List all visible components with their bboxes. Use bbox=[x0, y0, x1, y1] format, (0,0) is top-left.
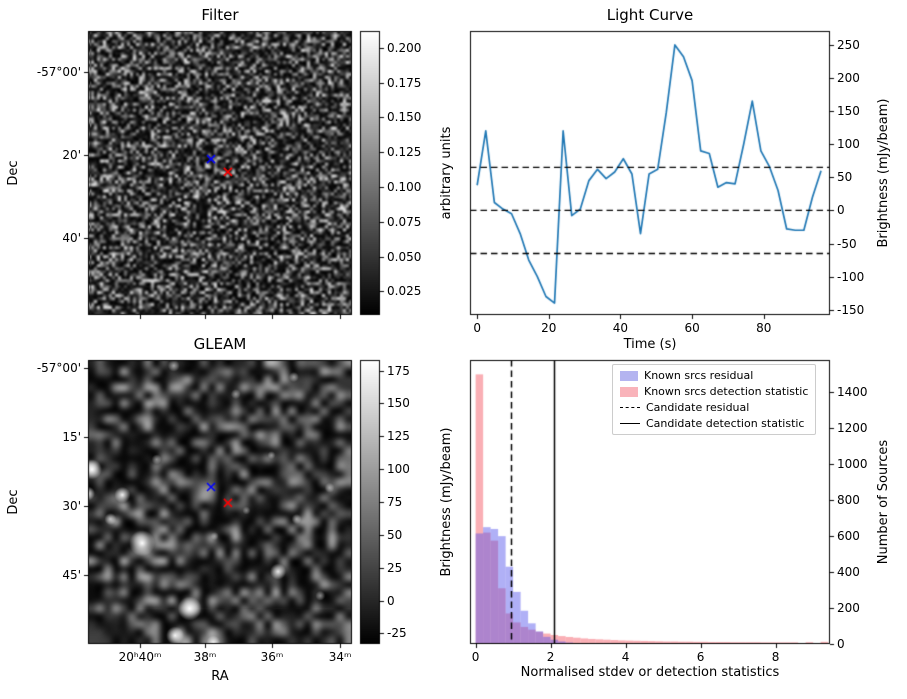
tick-label: 100 bbox=[837, 137, 860, 152]
tick-label: 2 bbox=[546, 650, 555, 664]
tick-label: 25 bbox=[387, 560, 403, 575]
tick-label: 150 bbox=[837, 104, 860, 119]
tick-label: 20 bbox=[541, 321, 557, 335]
tick-label: -57°00' bbox=[36, 64, 81, 79]
tick-label: 250 bbox=[837, 37, 860, 52]
tick-label: 0.175 bbox=[387, 75, 422, 90]
tick-label: 200 bbox=[837, 601, 860, 616]
tick-label: -50 bbox=[837, 236, 857, 251]
tick-label: -100 bbox=[837, 269, 865, 284]
gleam-title: GLEAM bbox=[193, 335, 247, 353]
tick-label: 40' bbox=[62, 231, 81, 246]
tick-label: -57°00' bbox=[36, 360, 81, 375]
tick-label: 200 bbox=[837, 71, 860, 85]
legend-label-candidate-residual: Candidate residual bbox=[646, 401, 750, 414]
tick-label: 1000 bbox=[837, 457, 868, 472]
gleam-colorbar-label: Brightness (mJy/beam) bbox=[439, 427, 454, 577]
filter-ylabel: Dec bbox=[6, 160, 21, 186]
tick-label: 0 bbox=[837, 637, 845, 651]
legend-item-candidate-residual: Candidate residual bbox=[620, 401, 808, 414]
tick-label: 36ᵐ bbox=[260, 650, 284, 664]
filter-image-canvas bbox=[78, 21, 362, 325]
filter-title: Filter bbox=[201, 6, 239, 24]
legend-patch-detstat bbox=[620, 386, 638, 397]
legend-item-known-residual: Known srcs residual bbox=[620, 369, 808, 382]
tick-label: -25 bbox=[387, 626, 407, 641]
tick-label: 600 bbox=[837, 529, 860, 544]
tick-label: -150 bbox=[837, 302, 865, 317]
light-curve-title: Light Curve bbox=[606, 6, 694, 24]
legend-patch-residual bbox=[620, 370, 638, 381]
light-curve-xlabel: Time (s) bbox=[623, 337, 677, 352]
tick-label: 50 bbox=[837, 170, 853, 185]
legend-label-candidate-detstat: Candidate detection statistic bbox=[646, 417, 805, 430]
legend-item-known-detstat: Known srcs detection statistic bbox=[620, 385, 808, 398]
light-curve-canvas bbox=[460, 21, 840, 325]
legend-label-known-residual: Known srcs residual bbox=[644, 369, 754, 382]
tick-label: 0.075 bbox=[387, 214, 422, 229]
tick-label: 75 bbox=[387, 495, 403, 509]
tick-label: 800 bbox=[837, 493, 860, 508]
gleam-ylabel: Dec bbox=[6, 489, 21, 515]
tick-label: 0 bbox=[837, 203, 845, 218]
histogram-legend: Known srcs residual Known srcs detection… bbox=[612, 364, 817, 435]
tick-label: 0.150 bbox=[387, 110, 422, 125]
light-curve-ylabel: Brightness (mJy/beam) bbox=[876, 98, 891, 248]
legend-item-candidate-detstat: Candidate detection statistic bbox=[620, 417, 808, 430]
tick-label: 45' bbox=[62, 567, 81, 582]
tick-label: 0.125 bbox=[387, 145, 422, 160]
histogram-ylabel: Number of Sources bbox=[876, 439, 891, 565]
tick-label: 4 bbox=[621, 650, 630, 664]
tick-label: 1400 bbox=[837, 385, 868, 400]
tick-label: 100 bbox=[387, 462, 410, 477]
tick-label: 34ᵐ bbox=[328, 650, 352, 664]
legend-solid-line-sample bbox=[620, 423, 640, 424]
tick-label: 400 bbox=[837, 565, 860, 580]
tick-label: 0 bbox=[473, 321, 481, 335]
tick-label: 38ᵐ bbox=[193, 650, 217, 664]
legend-dashed-line-sample bbox=[620, 407, 640, 408]
filter-colorbar bbox=[350, 21, 390, 325]
tick-label: 0.200 bbox=[387, 40, 422, 55]
gleam-xlabel: RA bbox=[211, 669, 229, 684]
gleam-image-canvas bbox=[78, 350, 362, 654]
tick-label: 1200 bbox=[837, 421, 868, 436]
legend-label-known-detstat: Known srcs detection statistic bbox=[644, 385, 809, 398]
tick-label: 0.100 bbox=[387, 179, 422, 194]
tick-label: 150 bbox=[387, 396, 410, 411]
tick-label: 20' bbox=[62, 148, 81, 163]
tick-label: 40 bbox=[612, 321, 629, 335]
tick-label: 0.050 bbox=[387, 249, 422, 264]
gleam-colorbar bbox=[350, 350, 390, 654]
tick-label: 8 bbox=[771, 650, 780, 664]
tick-label: 0 bbox=[471, 650, 480, 664]
histogram-xlabel: Normalised stdev or detection statistics bbox=[520, 665, 780, 680]
filter-colorbar-label: arbitrary units bbox=[439, 126, 454, 220]
tick-label: 50 bbox=[387, 527, 403, 542]
tick-label: 80 bbox=[756, 321, 772, 335]
tick-label: 6 bbox=[696, 650, 705, 664]
tick-label: 20ʰ40ᵐ bbox=[118, 650, 162, 664]
tick-label: 0 bbox=[387, 593, 395, 608]
tick-label: 30' bbox=[62, 498, 81, 513]
tick-label: 0.025 bbox=[387, 284, 422, 299]
tick-label: 175 bbox=[387, 363, 410, 378]
tick-label: 60 bbox=[684, 321, 700, 335]
tick-label: 125 bbox=[387, 429, 410, 444]
tick-label: 15' bbox=[62, 429, 81, 444]
